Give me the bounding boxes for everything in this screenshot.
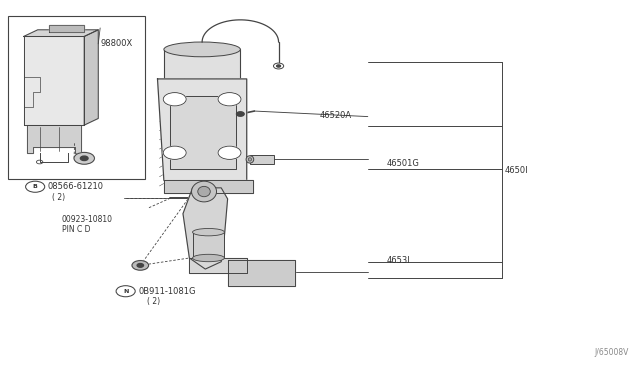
Polygon shape — [24, 36, 84, 125]
Ellipse shape — [191, 181, 216, 202]
Text: ( 2): ( 2) — [52, 193, 65, 202]
Ellipse shape — [246, 156, 253, 163]
Text: 0B911-1081G: 0B911-1081G — [138, 287, 196, 296]
Text: 08566-61210: 08566-61210 — [48, 182, 104, 191]
Circle shape — [276, 65, 280, 67]
Polygon shape — [183, 188, 228, 269]
Circle shape — [74, 153, 95, 164]
Circle shape — [163, 146, 186, 160]
Ellipse shape — [248, 158, 252, 161]
Ellipse shape — [164, 42, 241, 57]
Circle shape — [218, 146, 241, 160]
Polygon shape — [27, 125, 81, 153]
Ellipse shape — [164, 110, 241, 125]
Polygon shape — [228, 260, 294, 286]
Text: 98800X: 98800X — [100, 39, 132, 48]
Ellipse shape — [193, 254, 225, 262]
Circle shape — [137, 263, 143, 267]
Polygon shape — [164, 180, 253, 193]
Polygon shape — [49, 25, 84, 32]
Text: 46501G: 46501G — [387, 158, 420, 168]
Text: ( 2): ( 2) — [147, 297, 160, 306]
Text: 4653I: 4653I — [387, 256, 411, 265]
Text: B: B — [33, 184, 38, 189]
Polygon shape — [84, 30, 99, 125]
Bar — [250, 155, 274, 164]
Circle shape — [132, 260, 148, 270]
Polygon shape — [157, 79, 246, 193]
Ellipse shape — [198, 186, 211, 197]
Polygon shape — [189, 258, 246, 273]
Text: 46520A: 46520A — [320, 110, 352, 120]
Bar — [8, 16, 145, 179]
Text: 00923-10810: 00923-10810 — [62, 215, 113, 224]
Polygon shape — [24, 30, 99, 36]
Text: J/65008V: J/65008V — [595, 347, 629, 357]
Ellipse shape — [193, 228, 225, 236]
Circle shape — [81, 156, 88, 161]
Text: 4650I: 4650I — [505, 166, 529, 175]
Circle shape — [163, 93, 186, 106]
Polygon shape — [170, 96, 236, 169]
Text: N: N — [123, 289, 129, 294]
Circle shape — [218, 93, 241, 106]
Bar — [164, 49, 241, 118]
Bar — [193, 232, 225, 258]
Circle shape — [237, 112, 244, 116]
Text: PIN C D: PIN C D — [62, 225, 90, 234]
